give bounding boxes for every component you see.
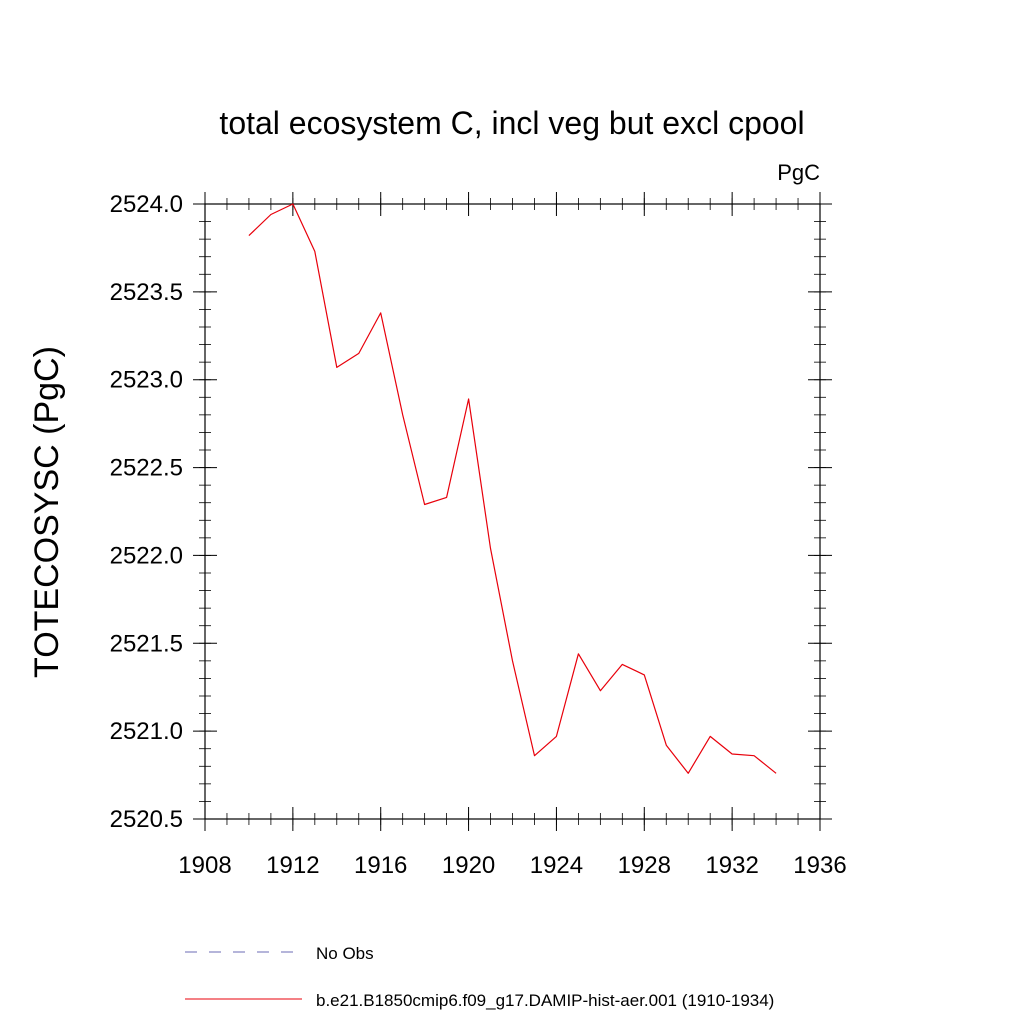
axes: 2520.5 2521.0 2521.5 2522.0 2522.5 2523.0 2523… — [110, 191, 847, 879]
y-tick-label: 2520.5 — [110, 806, 183, 833]
data-series — [248, 203, 777, 774]
y-tick-label: 2523.5 — [110, 279, 183, 306]
chart-title: total ecosystem C, incl veg but excl cpo… — [219, 105, 804, 141]
x-tick-label: 1928 — [618, 852, 671, 879]
legend-label-no-obs: No Obs — [316, 944, 374, 963]
x-tick-label: 1908 — [178, 852, 231, 879]
y-tick-label: 2522.0 — [110, 542, 183, 569]
series-line-0 — [248, 203, 777, 774]
y-tick-label: 2524.0 — [110, 191, 183, 218]
x-tick-label: 1924 — [530, 852, 583, 879]
y-axis-label: TOTECOSYSC (PgC) — [28, 346, 66, 678]
y-tick-label: 2521.0 — [110, 718, 183, 745]
x-tick-label: 1936 — [793, 852, 846, 879]
y-tick-label: 2521.5 — [110, 630, 183, 657]
y-tick-label: 2522.5 — [110, 455, 183, 482]
x-tick-label: 1912 — [266, 852, 319, 879]
legend: No Obs b.e21.B1850cmip6.f09_g17.DAMIP-hi… — [185, 944, 774, 1010]
units-label: PgC — [777, 160, 820, 185]
plot-frame — [204, 203, 821, 820]
legend-label-series: b.e21.B1850cmip6.f09_g17.DAMIP-hist-aer.… — [316, 991, 774, 1010]
y-tick-label: 2523.0 — [110, 367, 183, 394]
x-tick-label: 1920 — [442, 852, 495, 879]
x-tick-label: 1916 — [354, 852, 407, 879]
x-tick-label: 1932 — [705, 852, 758, 879]
